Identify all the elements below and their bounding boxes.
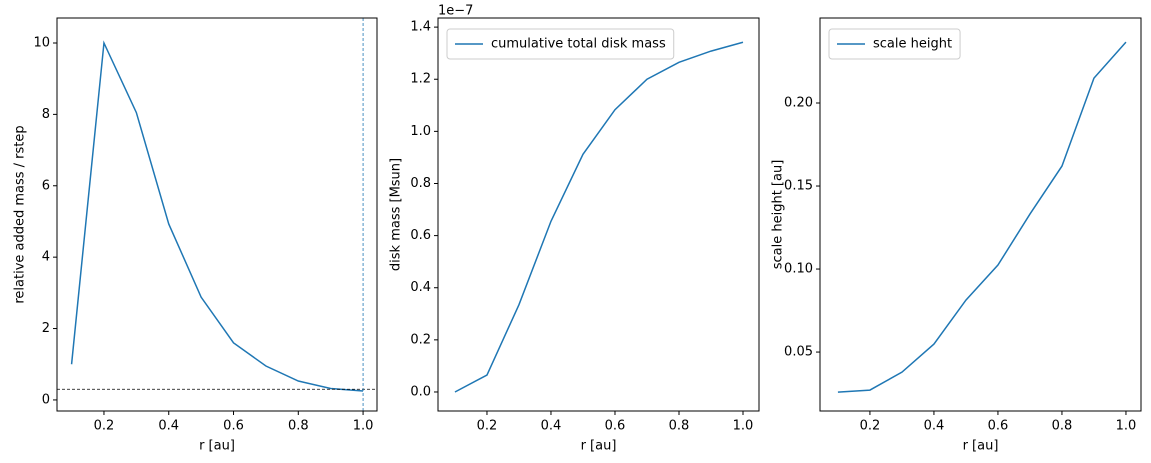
x-axis-label: r [au] [199, 439, 235, 454]
legend-label: scale height [873, 37, 952, 52]
data-line [70, 40, 364, 392]
x-tick-label: 0.4 [541, 419, 562, 434]
plot-frame [56, 17, 378, 412]
x-tick-label: 1.0 [733, 419, 754, 434]
plot-frame [819, 17, 1142, 412]
x-tick-label: 0.8 [1052, 419, 1073, 434]
x-tick-label: 0.6 [988, 419, 1009, 434]
y-tick-label: 10 [33, 35, 50, 50]
x-tick-label: 0.8 [288, 419, 309, 434]
y-tick-label: 4 [42, 250, 50, 265]
x-tick-label: 0.6 [605, 419, 626, 434]
x-tick-label: 1.0 [353, 419, 374, 434]
legend: cumulative total disk mass [446, 28, 675, 60]
y-tick-label: 6 [42, 178, 50, 193]
y-tick-label: 0.4 [410, 280, 431, 295]
legend-box [828, 28, 961, 60]
data-line [454, 41, 744, 393]
x-tick-label: 0.8 [669, 419, 690, 434]
y-tick-label: 0 [42, 392, 50, 407]
legend-label: cumulative total disk mass [491, 37, 666, 52]
y-tick-label: 1.2 [410, 72, 431, 87]
plot-frame [437, 17, 760, 412]
y-tick-label: 2 [42, 321, 50, 336]
y-tick-label: 1.0 [410, 124, 431, 139]
y-tick-label: 0.8 [410, 176, 431, 191]
y-tick-label: 0.05 [784, 345, 813, 360]
y-tick-label: 0.2 [410, 332, 431, 347]
y-tick-label: 0.0 [410, 384, 431, 399]
y-tick-label: 0.10 [784, 262, 813, 277]
x-axis-label: r [au] [581, 439, 617, 454]
x-tick-label: 0.2 [94, 419, 115, 434]
y-axis-label: scale height [au] [771, 160, 786, 270]
y-axis-label: relative added mass / rstep [13, 125, 28, 303]
x-tick-label: 0.6 [223, 419, 244, 434]
legend: scale height [828, 28, 961, 60]
x-tick-label: 0.2 [860, 419, 881, 434]
y-tick-label: 8 [42, 107, 50, 122]
x-tick-label: 0.2 [477, 419, 498, 434]
y-axis-label: disk mass [Msun] [389, 158, 404, 271]
x-tick-label: 1.0 [1116, 419, 1137, 434]
x-tick-label: 0.4 [924, 419, 945, 434]
y-tick-label: 1.4 [410, 20, 431, 35]
data-line [837, 41, 1127, 393]
x-tick-label: 0.4 [158, 419, 179, 434]
legend-box [446, 28, 675, 60]
x-axis-label: r [au] [963, 439, 999, 454]
offset-text: 1e−7 [438, 4, 473, 19]
y-tick-label: 0.20 [784, 96, 813, 111]
y-tick-label: 0.6 [410, 228, 431, 243]
y-tick-label: 0.15 [784, 179, 813, 194]
